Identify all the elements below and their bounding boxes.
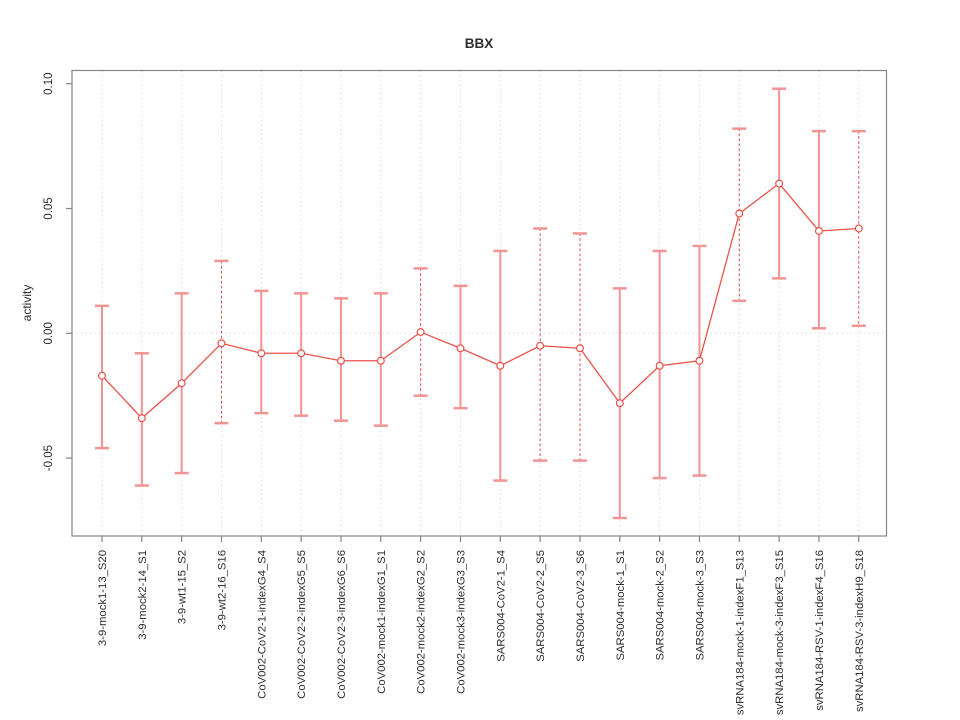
x-tick-label: CoV002-mock1-indexG1_S1: [376, 550, 388, 694]
plot-border: [71, 69, 888, 537]
x-tick-label: svRNA184-mock-3-indexF3_S15: [774, 550, 786, 715]
x-tick-label: CoV002-CoV2-2-indexG5_S5: [296, 550, 308, 699]
y-tick-label: -0.05: [43, 445, 55, 471]
data-point-marker: [814, 226, 823, 235]
data-point-marker: [854, 224, 863, 233]
data-point-marker: [456, 344, 465, 353]
x-tick-label: SARS004-mock-2_S2: [655, 550, 667, 661]
data-point-marker: [416, 328, 425, 337]
data-point-marker: [376, 356, 385, 365]
data-point-marker: [257, 349, 266, 358]
x-tick-label: CoV002-mock2-indexG2_S2: [416, 550, 428, 694]
chart-title: BBX: [465, 36, 494, 51]
x-tick-label: SARS004-CoV2-2_S5: [535, 550, 547, 662]
x-tick-label: CoV002-mock3-indexG3_S3: [455, 550, 467, 694]
plot-area: 0.10 0.05 0.00 -0.05 3-9-mock1-13_S20 3-9-moc…: [43, 69, 888, 715]
data-point-marker: [536, 341, 545, 350]
x-tick-label: svRNA184-RSV-1-indexF4_S16: [814, 550, 826, 711]
x-tick-label: svRNA184-RSV-3-indexH9_S18: [854, 550, 866, 712]
data-point-marker: [695, 356, 704, 365]
data-point-marker: [615, 399, 624, 408]
series-line: [101, 182, 859, 420]
x-tick-label: svRNA184-mock-1-indexF1_S13: [734, 550, 746, 715]
x-tick-label: SARS004-mock-3_S3: [694, 550, 706, 661]
data-point-marker: [297, 349, 306, 358]
y-tick-label: 0.10: [43, 73, 55, 95]
x-tick-label: 3-9-mock2-14_S1: [137, 550, 149, 640]
data-point-marker: [496, 361, 505, 370]
x-tick-label: SARS004-CoV2-3_S6: [575, 550, 587, 662]
x-tick-label: CoV002-CoV2-3-indexG6_S6: [336, 550, 348, 699]
data-point-marker: [735, 209, 744, 218]
x-tick-label: CoV002-CoV2-1-indexG4_S4: [256, 550, 268, 699]
y-tick-label: 0.05: [43, 197, 55, 219]
data-point-marker: [655, 361, 664, 370]
x-tick-label: 3-9-wt2-16_S16: [216, 550, 228, 630]
y-tick-label: 0.00: [43, 322, 55, 344]
x-tick-label: SARS004-CoV2-1_S4: [495, 550, 507, 662]
data-point-marker: [217, 339, 226, 348]
data-point-marker: [97, 371, 106, 380]
y-axis-title: activity: [20, 285, 34, 322]
x-tick-label: 3-9-mock1-13_S20: [97, 550, 109, 646]
data-point-marker: [775, 179, 784, 188]
x-tick-label: SARS004-mock-1_S1: [615, 550, 627, 661]
data-point-marker: [177, 379, 186, 388]
data-point-marker: [336, 356, 345, 365]
data-point-marker: [575, 344, 584, 353]
x-tick-label: 3-9-wt1-15_S2: [177, 550, 189, 624]
data-point-marker: [137, 414, 146, 423]
